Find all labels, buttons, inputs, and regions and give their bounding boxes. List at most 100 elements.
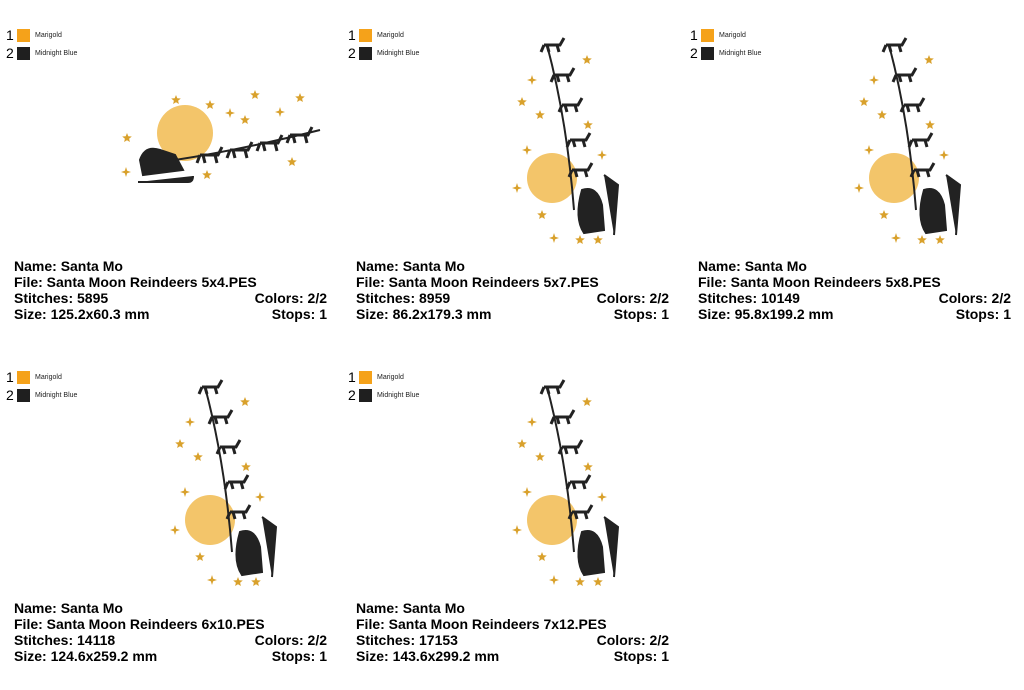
value-file: Santa Moon Reindeers 5x7.PES xyxy=(388,274,599,290)
star-icon xyxy=(593,235,603,244)
color-palette: 1 Marigold 2 Midnight Blue xyxy=(6,368,77,404)
label-name: Name: xyxy=(356,600,399,616)
color-number: 1 xyxy=(6,369,14,385)
sparkle-icon xyxy=(549,233,559,243)
reindeer-silhouette xyxy=(539,379,566,395)
label-file: File: xyxy=(356,616,385,632)
star-icon xyxy=(240,115,250,124)
star-icon xyxy=(202,170,212,179)
color-name: Midnight Blue xyxy=(35,391,78,399)
palette-entry: 2 Midnight Blue xyxy=(348,386,419,404)
value-stitches: 17153 xyxy=(419,632,458,648)
label-stops: Stops: xyxy=(271,306,316,322)
sleigh-silhouette xyxy=(919,174,962,236)
star-icon xyxy=(535,110,545,119)
reindeer-silhouette xyxy=(195,146,224,164)
reins xyxy=(888,44,917,211)
value-colors: 2/2 xyxy=(307,632,327,648)
sparkle-icon xyxy=(549,575,559,585)
sparkle-icon xyxy=(527,417,537,427)
value-colors: 2/2 xyxy=(649,290,669,306)
palette-entry: 2 Midnight Blue xyxy=(348,44,419,62)
label-stops: Stops: xyxy=(613,648,658,664)
color-swatch xyxy=(17,370,30,384)
star-icon xyxy=(295,93,305,102)
sparkle-icon xyxy=(170,525,180,535)
reindeer-silhouette xyxy=(225,141,254,159)
design-info: Name: Santa Mo File: Santa Moon Reindeer… xyxy=(14,600,327,664)
value-file: Santa Moon Reindeers 5x4.PES xyxy=(46,274,257,290)
moon xyxy=(527,495,577,545)
star-icon xyxy=(582,55,592,64)
reins xyxy=(546,44,575,211)
star-icon xyxy=(240,397,250,406)
design-card[interactable]: 1 Marigold 2 Midnight Blue Name: Santa Mo F… xyxy=(342,342,672,664)
star-icon xyxy=(925,120,935,129)
reindeer-silhouette xyxy=(285,126,314,144)
label-colors: Colors: xyxy=(938,290,988,306)
star-icon xyxy=(582,397,592,406)
value-stops: 1 xyxy=(319,306,327,322)
color-palette: 1 Marigold 2 Midnight Blue xyxy=(690,26,761,62)
star-icon xyxy=(251,577,261,586)
sparkle-icon xyxy=(185,417,195,427)
embroidery-preview xyxy=(170,379,278,586)
reindeer-silhouette xyxy=(565,474,592,490)
moon xyxy=(527,153,577,203)
label-size: Size: xyxy=(356,306,389,322)
sparkle-icon xyxy=(255,492,265,502)
palette-entry: 2 Midnight Blue xyxy=(690,44,761,62)
value-file: Santa Moon Reindeers 7x12.PES xyxy=(388,616,607,632)
color-number: 2 xyxy=(348,45,356,61)
moon xyxy=(869,153,919,203)
color-name: Marigold xyxy=(35,31,62,39)
label-stitches: Stitches: xyxy=(14,632,74,648)
label-size: Size: xyxy=(698,306,731,322)
color-name: Midnight Blue xyxy=(377,49,420,57)
color-name: Marigold xyxy=(377,31,404,39)
value-colors: 2/2 xyxy=(649,632,669,648)
palette-entry: 1 Marigold xyxy=(348,26,419,44)
star-icon xyxy=(537,552,547,561)
sparkle-icon xyxy=(275,107,285,117)
star-icon xyxy=(924,55,934,64)
embroidery-preview xyxy=(854,37,962,244)
design-card[interactable]: 1 Marigold 2 Midnight Blue Name: Santa Mo F… xyxy=(0,0,330,322)
value-stops: 1 xyxy=(1003,306,1011,322)
label-name: Name: xyxy=(698,258,741,274)
star-icon xyxy=(583,120,593,129)
palette-entry: 2 Midnight Blue xyxy=(6,44,77,62)
color-name: Midnight Blue xyxy=(377,391,420,399)
label-size: Size: xyxy=(14,648,47,664)
reins xyxy=(546,386,575,553)
color-palette: 1 Marigold 2 Midnight Blue xyxy=(6,26,77,62)
label-colors: Colors: xyxy=(596,290,646,306)
sleigh-silhouette xyxy=(577,516,620,578)
star-icon xyxy=(917,235,927,244)
value-colors: 2/2 xyxy=(307,290,327,306)
reindeer-silhouette xyxy=(197,379,224,395)
value-name: Santa Mo xyxy=(402,258,465,274)
value-stops: 1 xyxy=(661,306,669,322)
value-size: 124.6x259.2 mm xyxy=(50,648,158,664)
reindeer-silhouette xyxy=(565,132,592,148)
star-icon xyxy=(935,235,945,244)
color-number: 2 xyxy=(6,387,14,403)
color-number: 1 xyxy=(690,27,698,43)
color-name: Marigold xyxy=(719,31,746,39)
value-file: Santa Moon Reindeers 5x8.PES xyxy=(730,274,941,290)
star-icon xyxy=(859,97,869,106)
design-card[interactable]: 1 Marigold 2 Midnight Blue Name: Santa Mo F… xyxy=(0,342,330,664)
color-swatch xyxy=(701,28,714,42)
reindeer-silhouette xyxy=(881,37,908,53)
sparkle-icon xyxy=(512,183,522,193)
star-icon xyxy=(250,90,260,99)
star-icon xyxy=(193,452,203,461)
reindeer-silhouette xyxy=(215,439,242,455)
design-card[interactable]: 1 Marigold 2 Midnight Blue Name: Santa Mo F… xyxy=(684,0,1014,322)
design-card[interactable]: 1 Marigold 2 Midnight Blue Name: Santa Mo F… xyxy=(342,0,672,322)
star-icon xyxy=(175,439,185,448)
star-icon xyxy=(535,452,545,461)
label-stops: Stops: xyxy=(613,306,658,322)
reindeer-silhouette xyxy=(891,67,918,83)
